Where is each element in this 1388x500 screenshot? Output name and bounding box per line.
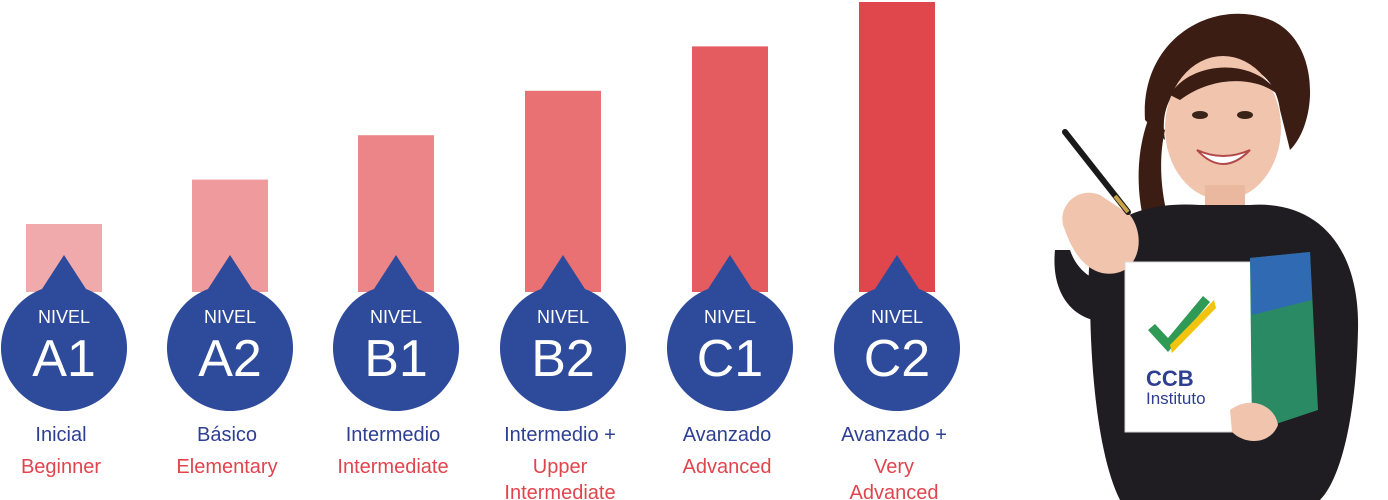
level-label-en-b2-2: Intermediate — [504, 482, 615, 500]
level-badge-c2 — [834, 255, 961, 412]
badge-word-b1: NIVEL — [370, 307, 422, 327]
badge-word-b2: NIVEL — [537, 307, 589, 327]
logo-subtitle: Instituto — [1146, 389, 1206, 408]
badge-word-a2: NIVEL — [204, 307, 256, 327]
level-badge-b1 — [333, 255, 460, 412]
bar-c1 — [692, 46, 768, 293]
badge-code-b2: B2 — [531, 330, 595, 388]
level-label-en-c2-1: Very — [874, 456, 914, 478]
level-label-es-c2: Avanzado + — [841, 424, 947, 446]
badge-word-c1: NIVEL — [704, 307, 756, 327]
student-with-book-illustration: CCB Instituto — [1054, 13, 1359, 500]
badge-code-c2: C2 — [864, 330, 930, 388]
level-label-en-a2: Elementary — [176, 456, 277, 478]
level-label-en-b1: Intermediate — [337, 456, 448, 478]
logo-name: CCB — [1146, 366, 1194, 391]
level-bar-chart: NIVEL A1 Inicial Beginner NIVEL A2 Básico Eleme… — [1, 2, 961, 500]
badge-code-a1: A1 — [32, 330, 96, 388]
level-label-en-c1: Advanced — [683, 456, 772, 478]
badge-code-c1: C1 — [697, 330, 763, 388]
level-badge-a2 — [167, 255, 293, 412]
badge-word-a1: NIVEL — [38, 307, 90, 327]
level-badge-c1 — [667, 255, 793, 412]
bar-c2 — [859, 2, 935, 292]
level-label-en-b2-1: Upper — [533, 456, 588, 478]
level-label-es-b2: Intermedio + — [504, 424, 616, 446]
badge-code-b1: B1 — [364, 330, 428, 388]
level-label-es-a1: Inicial — [35, 424, 86, 446]
level-label-en-c2-2: Advanced — [850, 482, 939, 500]
badge-word-c2: NIVEL — [871, 307, 923, 327]
level-label-en-a1: Beginner — [21, 456, 101, 478]
level-label-es-c1: Avanzado — [683, 424, 772, 446]
level-badge-a1 — [1, 255, 128, 412]
check-mark-icon — [1148, 296, 1216, 353]
badge-code-a2: A2 — [198, 330, 262, 388]
level-label-es-b1: Intermedio — [346, 424, 441, 446]
level-label-es-a2: Básico — [197, 424, 257, 446]
level-badge-b2 — [499, 255, 626, 412]
